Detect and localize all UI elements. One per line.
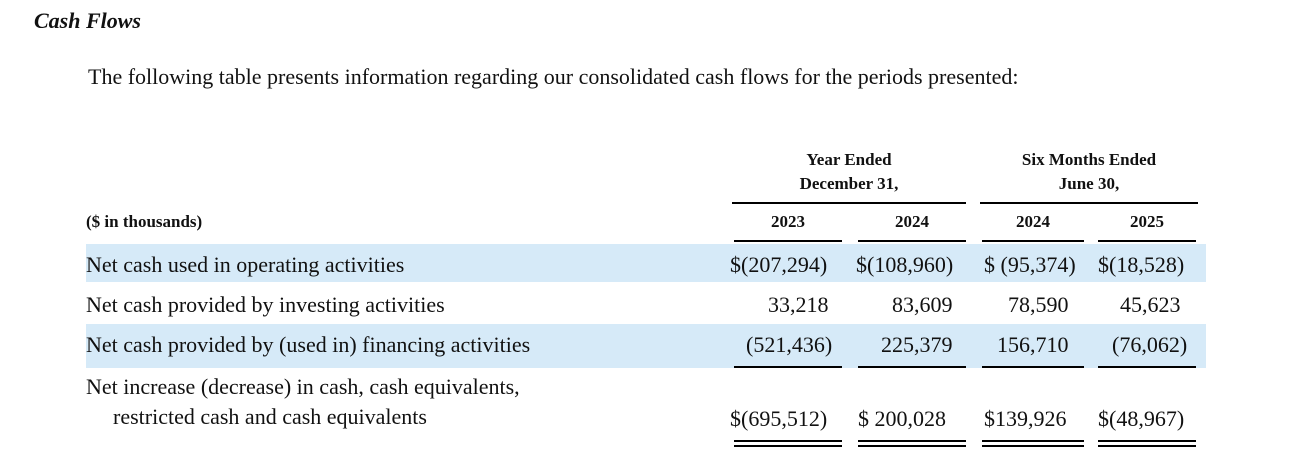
cell-value: $(48,967) [1098, 406, 1185, 431]
table-row: Net cash provided by (used in) financing… [86, 324, 1206, 368]
group-header-six-months: Six Months Ended June 30, [980, 148, 1198, 196]
cell-value: (521,436) [746, 332, 833, 357]
section-title: Cash Flows [34, 8, 141, 33]
subtotal-rule [1098, 366, 1196, 368]
cell-value: $139,926 [984, 406, 1067, 431]
column-rule [1098, 240, 1196, 242]
cell-value: $(108,960) [856, 252, 954, 277]
total-double-rule [734, 440, 842, 447]
cell-value: 156,710 [997, 332, 1069, 357]
row-label: Net cash used in operating activities [86, 252, 405, 277]
column-header-2024: 2024 [1016, 212, 1050, 231]
subtotal-rule [734, 366, 842, 368]
group-header-line1: Year Ended [806, 150, 892, 169]
cell-value: $ 200,028 [858, 406, 946, 431]
cell-value: 225,379 [881, 332, 953, 357]
total-double-rule [1098, 440, 1196, 447]
column-rule [734, 240, 842, 242]
column-rule [982, 240, 1084, 242]
cell-value: $(695,512) [730, 406, 828, 431]
row-label: Net cash provided by investing activitie… [86, 292, 445, 317]
subtotal-rule [982, 366, 1084, 368]
cell-value: $ (95,374) [984, 252, 1076, 277]
cell-value: 78,590 [1008, 292, 1069, 317]
row-label: Net increase (decrease) in cash, cash eq… [86, 372, 520, 432]
group-header-line1: Six Months Ended [1021, 150, 1157, 169]
column-header-2024: 2024 [895, 212, 929, 231]
row-label: Net cash provided by (used in) financing… [86, 332, 531, 357]
group-header-year-ended: Year Ended December 31, [732, 148, 966, 196]
total-double-rule [858, 440, 966, 447]
total-double-rule [982, 440, 1084, 447]
cell-value: (76,062) [1112, 332, 1188, 357]
group-header-line2: December 31, [799, 174, 899, 193]
cell-value: 83,609 [892, 292, 953, 317]
table-row: Net cash used in operating activities [86, 244, 1206, 282]
table-row: Net cash provided by investing activitie… [86, 284, 1206, 322]
cell-value: 45,623 [1120, 292, 1181, 317]
row-label-line1: Net increase (decrease) in cash, cash eq… [86, 374, 520, 399]
group-header-line2: June 30, [1058, 174, 1120, 193]
cell-value: $(18,528) [1098, 252, 1185, 277]
cell-value: 33,218 [768, 292, 829, 317]
row-label-line2: restricted cash and cash equivalents [113, 404, 427, 429]
group-rule [980, 202, 1198, 204]
cell-value: $(207,294) [730, 252, 828, 277]
table-row: Net increase (decrease) in cash, cash eq… [86, 370, 1206, 436]
column-header-2025: 2025 [1130, 212, 1164, 231]
group-rule [732, 202, 966, 204]
subtotal-rule [858, 366, 966, 368]
intro-paragraph: The following table presents information… [88, 64, 1019, 89]
column-header-2023: 2023 [771, 212, 805, 231]
column-rule [858, 240, 966, 242]
unit-label: ($ in thousands) [86, 212, 203, 231]
